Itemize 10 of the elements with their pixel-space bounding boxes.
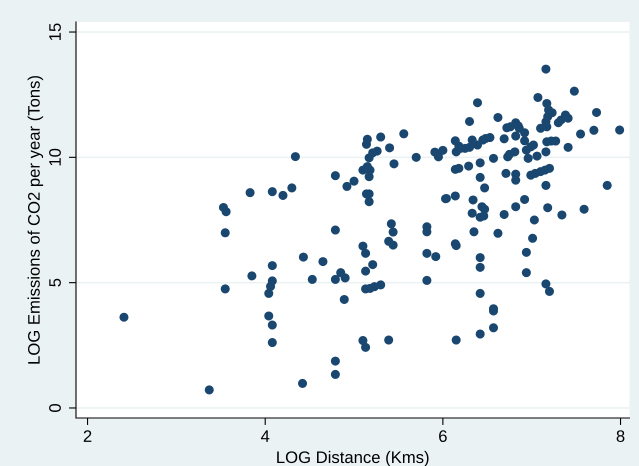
y-tick-label: 5 xyxy=(49,278,61,287)
y-tick-label: 15 xyxy=(49,23,61,40)
y-tick-label: 10 xyxy=(49,148,61,166)
y-tick-label: 0 xyxy=(49,404,61,412)
x-tick-label: 2 xyxy=(84,430,92,442)
x-tick-label: 8 xyxy=(616,430,624,442)
x-axis-title: LOG Distance (Kms) xyxy=(277,450,429,466)
x-tick-label: 6 xyxy=(439,430,447,442)
y-axis-title: LOG Emissions of CO2 per year (Tons) xyxy=(28,76,44,364)
x-tick-label: 4 xyxy=(260,430,270,442)
